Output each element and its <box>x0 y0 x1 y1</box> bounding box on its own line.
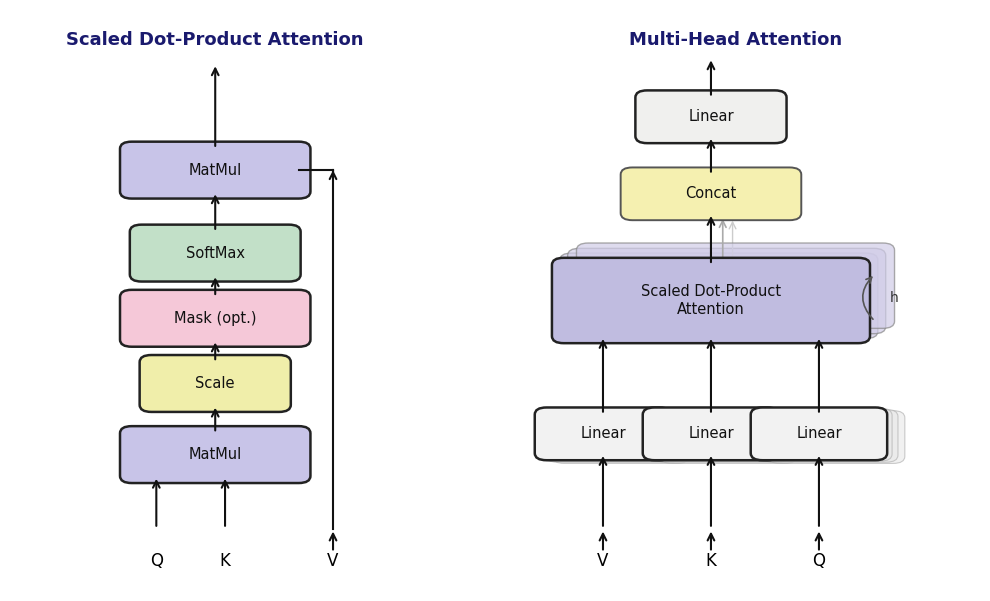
FancyBboxPatch shape <box>653 409 790 462</box>
FancyBboxPatch shape <box>120 426 311 483</box>
Text: Scaled Dot-Product Attention: Scaled Dot-Product Attention <box>66 31 364 49</box>
Text: V: V <box>597 552 609 570</box>
FancyBboxPatch shape <box>545 409 682 462</box>
FancyBboxPatch shape <box>535 407 671 460</box>
Text: Concat: Concat <box>685 186 737 201</box>
FancyBboxPatch shape <box>621 168 801 220</box>
Text: K: K <box>706 552 717 570</box>
Text: Linear: Linear <box>688 109 734 124</box>
FancyBboxPatch shape <box>768 410 905 463</box>
Text: h: h <box>890 290 898 305</box>
Text: Scaled Dot-Product
Attention: Scaled Dot-Product Attention <box>641 284 781 317</box>
Text: Linear: Linear <box>580 426 626 441</box>
FancyBboxPatch shape <box>559 253 878 338</box>
FancyBboxPatch shape <box>755 408 892 461</box>
FancyBboxPatch shape <box>647 408 784 461</box>
Text: Multi-Head Attention: Multi-Head Attention <box>629 31 842 49</box>
FancyBboxPatch shape <box>636 90 787 143</box>
FancyBboxPatch shape <box>576 243 895 328</box>
Text: Q: Q <box>813 552 826 570</box>
FancyBboxPatch shape <box>552 258 870 343</box>
FancyBboxPatch shape <box>540 408 676 461</box>
Text: MatMul: MatMul <box>189 163 242 178</box>
Text: MatMul: MatMul <box>189 447 242 462</box>
FancyBboxPatch shape <box>567 248 886 334</box>
FancyBboxPatch shape <box>120 142 311 198</box>
Text: V: V <box>328 552 339 570</box>
Text: SoftMax: SoftMax <box>186 246 245 261</box>
FancyBboxPatch shape <box>761 409 898 462</box>
FancyBboxPatch shape <box>750 407 887 460</box>
FancyBboxPatch shape <box>130 225 301 281</box>
Text: Scale: Scale <box>195 376 235 391</box>
Text: K: K <box>220 552 231 570</box>
Text: Mask (opt.): Mask (opt.) <box>174 311 256 326</box>
FancyBboxPatch shape <box>140 355 291 412</box>
FancyBboxPatch shape <box>552 410 689 463</box>
FancyBboxPatch shape <box>643 407 779 460</box>
Text: Linear: Linear <box>796 426 842 441</box>
Text: Q: Q <box>149 552 162 570</box>
FancyBboxPatch shape <box>660 410 797 463</box>
FancyBboxPatch shape <box>120 290 311 347</box>
Text: Linear: Linear <box>688 426 734 441</box>
